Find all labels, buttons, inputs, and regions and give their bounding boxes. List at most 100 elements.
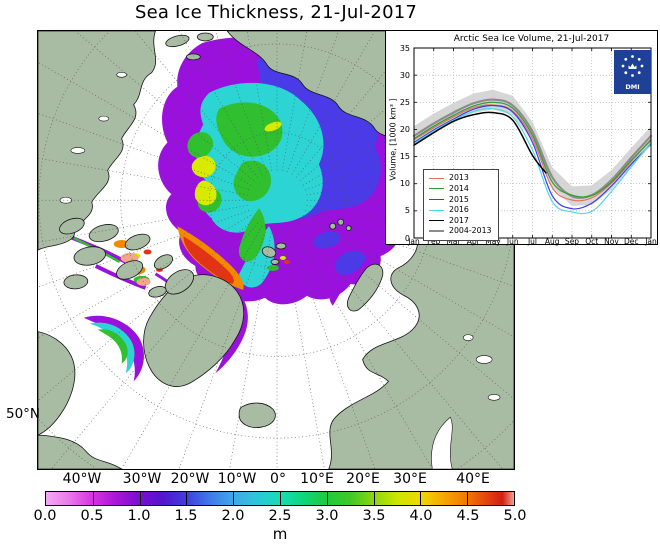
legend-item: 2016 xyxy=(429,205,492,216)
colorbar-segment-divider xyxy=(420,492,422,505)
series-line-2016 xyxy=(413,107,652,215)
inset-y-tick-label: 15 xyxy=(399,152,410,162)
inset-y-tick-label: 5 xyxy=(404,206,410,216)
land-iceland xyxy=(238,402,276,428)
legend-swatch xyxy=(429,220,444,222)
inset-volume-chart: Arctic Sea Ice Volume, 21-Jul-2017 Volum… xyxy=(385,30,658,246)
figure-title: Sea Ice Thickness, 21-Jul-2017 xyxy=(134,2,418,23)
legend-label: 2017 xyxy=(449,215,469,225)
colorbar-tick-label: 2.0 xyxy=(221,508,245,524)
dmi-logo: DMI xyxy=(614,50,651,94)
lakes xyxy=(59,72,501,469)
legend-swatch xyxy=(429,198,444,200)
colorbar-tick-label: 5.0 xyxy=(503,508,527,524)
dmi-logo-text: DMI xyxy=(625,83,639,91)
colorbar-segment-divider xyxy=(139,492,141,505)
ice-blue-spot xyxy=(313,231,341,249)
colorbar-tick-label: 1.0 xyxy=(127,508,151,524)
map-longitude-label: 30°W xyxy=(122,471,162,487)
ice-cyan-baffin xyxy=(89,322,135,374)
colorbar-tick-label: 4.0 xyxy=(409,508,433,524)
ice-yellow-streaks xyxy=(126,121,286,260)
inset-y-tick-label: 30 xyxy=(399,70,410,80)
legend-label: 2014 xyxy=(449,183,469,193)
map-longitude-label: 20°E xyxy=(346,471,380,487)
inset-legend: 2013 2014 2015 2016 2017 2004-2013 xyxy=(423,169,499,241)
inset-x-tick-label: Apr xyxy=(466,237,480,246)
land-svalbard xyxy=(261,242,287,265)
land-archipelago xyxy=(59,217,195,298)
colorbar-tick-label: 2.5 xyxy=(268,508,292,524)
inset-x-tick-label: May xyxy=(485,237,501,246)
legend-swatch xyxy=(429,209,444,211)
land-north-america xyxy=(38,31,156,251)
map-longitude-label: 30°E xyxy=(393,471,427,487)
land-labrador xyxy=(38,434,123,469)
inset-y-tick-label: 10 xyxy=(399,179,410,189)
inset-x-tick-label: Jul xyxy=(527,237,538,246)
latitude-circle xyxy=(208,132,346,269)
colorbar-segment-divider xyxy=(233,492,235,505)
ice-novaya-fringe xyxy=(329,267,355,306)
inset-x-tick-label: Jun xyxy=(506,237,519,246)
series-line-2017 xyxy=(413,111,547,174)
inset-x-tick-label: Nov xyxy=(604,237,619,246)
inset-x-tick-label: Feb xyxy=(427,237,441,246)
inset-y-tick-label: 0 xyxy=(404,233,410,243)
colorbar-tick-label: 4.5 xyxy=(456,508,480,524)
map-longitude-label: 10°E xyxy=(300,471,334,487)
inset-y-tick-label: 20 xyxy=(399,124,410,134)
series-line-2013 xyxy=(413,104,652,202)
colorbar-segment-divider xyxy=(280,492,281,505)
inset-axes-frame xyxy=(413,47,652,239)
legend-item: 2004-2013 xyxy=(429,226,492,237)
map-longitude-label: 20°W xyxy=(170,471,210,487)
legend-swatch xyxy=(429,188,444,190)
thickness-colorbar xyxy=(45,491,515,506)
ice-cyan-tongue xyxy=(239,226,275,288)
colorbar-segment-divider xyxy=(326,492,328,505)
ice-baffin-arc xyxy=(83,315,144,382)
inset-x-tick-label: Mar xyxy=(446,237,461,246)
ice-blue-spot xyxy=(334,250,367,275)
map-longitude-label: 10°W xyxy=(217,471,257,487)
inset-x-tick-label: Aug xyxy=(544,237,560,246)
colorbar-tick-label: 0.5 xyxy=(80,508,104,524)
inset-x-tick-label: Jan xyxy=(645,237,657,246)
colorbar-unit-label: m xyxy=(272,525,288,543)
dmi-crown-icon xyxy=(628,63,637,69)
legend-label: 2016 xyxy=(449,205,469,215)
legend-item: 2014 xyxy=(429,184,492,195)
legend-label: 2004-2013 xyxy=(449,226,492,236)
map-longitude-label: 0° xyxy=(270,471,286,487)
inset-y-tick-label: 25 xyxy=(399,97,410,107)
colorbar-tick-label: 3.5 xyxy=(362,508,386,524)
legend-label: 2013 xyxy=(449,173,469,183)
legend-label: 2015 xyxy=(449,194,469,204)
legend-item: 2017 xyxy=(429,215,492,226)
land-greenland xyxy=(143,274,245,387)
colorbar-tick-label: 3.0 xyxy=(315,508,339,524)
series-line-2004-2013 xyxy=(412,98,653,199)
land-baffin xyxy=(38,331,76,436)
colorbar-tick-label: 0.0 xyxy=(33,508,57,524)
inset-x-tick-label: Oct xyxy=(585,237,599,246)
ice-cyan-spot xyxy=(243,277,260,286)
map-longitude-label: 40°E xyxy=(456,471,490,487)
series-line-2015 xyxy=(413,104,652,210)
land-novaya-zemlya xyxy=(347,263,384,312)
legend-swatch xyxy=(429,230,444,233)
colorbar-tick-label: 1.5 xyxy=(174,508,198,524)
colorbar-segment-divider xyxy=(373,492,375,505)
map-longitude-label: 40°W xyxy=(62,471,102,487)
colorbar-segment-divider xyxy=(186,492,188,505)
legend-item: 2015 xyxy=(429,194,492,205)
colorbar-segment-divider xyxy=(92,492,94,505)
series-line-2014 xyxy=(413,101,652,198)
inset-x-tick-label: Dec xyxy=(623,237,639,246)
inset-x-tick-label: Jan xyxy=(408,237,420,246)
inset-x-tick-label: Sep xyxy=(564,237,580,246)
inset-y-tick-label: 35 xyxy=(399,43,410,53)
legend-swatch xyxy=(429,177,444,179)
inset-chart-title: Arctic Sea Ice Volume, 21-Jul-2017 xyxy=(453,34,610,44)
